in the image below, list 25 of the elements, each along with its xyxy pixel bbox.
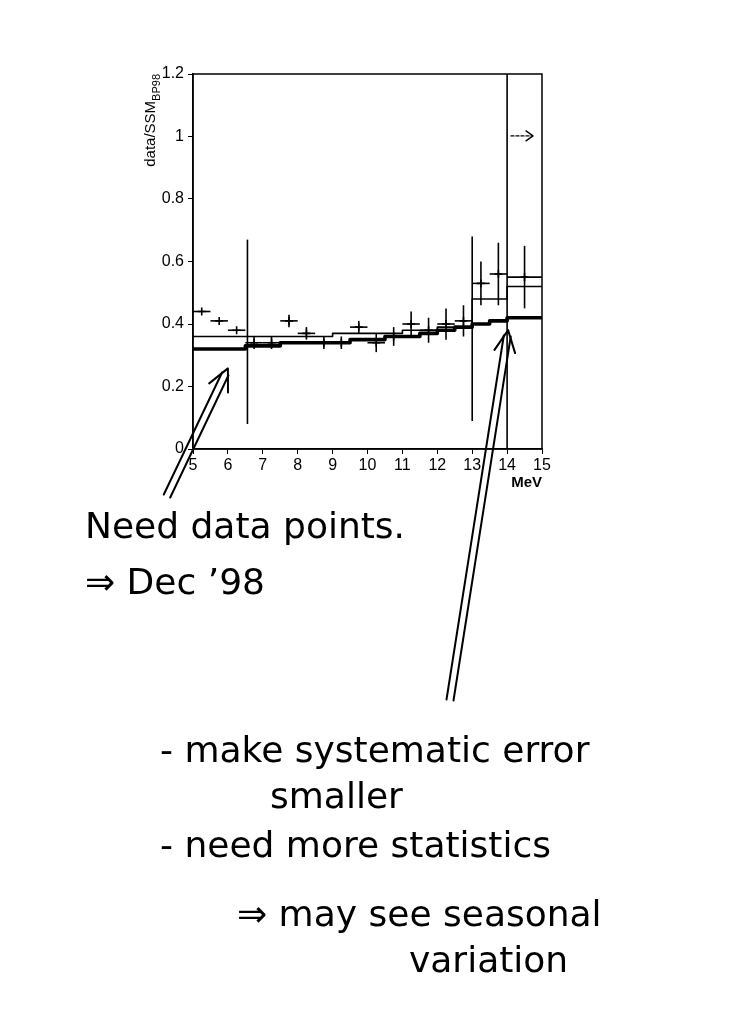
x-tick-label: 13 (463, 456, 482, 474)
text: Need data points. (85, 505, 406, 546)
x-tick-label: 8 (293, 456, 303, 474)
x-tick-label: 9 (328, 456, 338, 474)
x-tick-label: 11 (394, 456, 411, 474)
text: - need more statistics (160, 824, 552, 865)
x-tick-label: 14 (498, 456, 517, 474)
x-tick-label: 6 (223, 456, 233, 474)
y-tick-label: 1 (175, 126, 185, 144)
x-tick-label: 7 (258, 456, 268, 474)
y-tick-label: 0.8 (161, 189, 185, 207)
x-tick-label: 10 (358, 456, 377, 474)
text: ⇒ may see seasonal variation (237, 893, 602, 980)
x-tick-label: 12 (428, 456, 447, 474)
text: ⇒ Dec ’98 (85, 561, 265, 602)
y-tick-label: 1.2 (161, 64, 185, 82)
y-tick-label: 0 (175, 439, 185, 457)
y-axis-title: data/SSMBP98 (141, 73, 162, 167)
y-tick-label: 0.4 (161, 314, 185, 332)
x-tick-label: 5 (188, 456, 198, 474)
y-tick-label: 0.2 (161, 376, 185, 394)
text: - make systematic error smaller (160, 729, 590, 816)
x-axis-title: MeV (511, 473, 542, 490)
y-tick-label: 0.6 (161, 251, 185, 269)
x-tick-label: 15 (533, 456, 551, 474)
